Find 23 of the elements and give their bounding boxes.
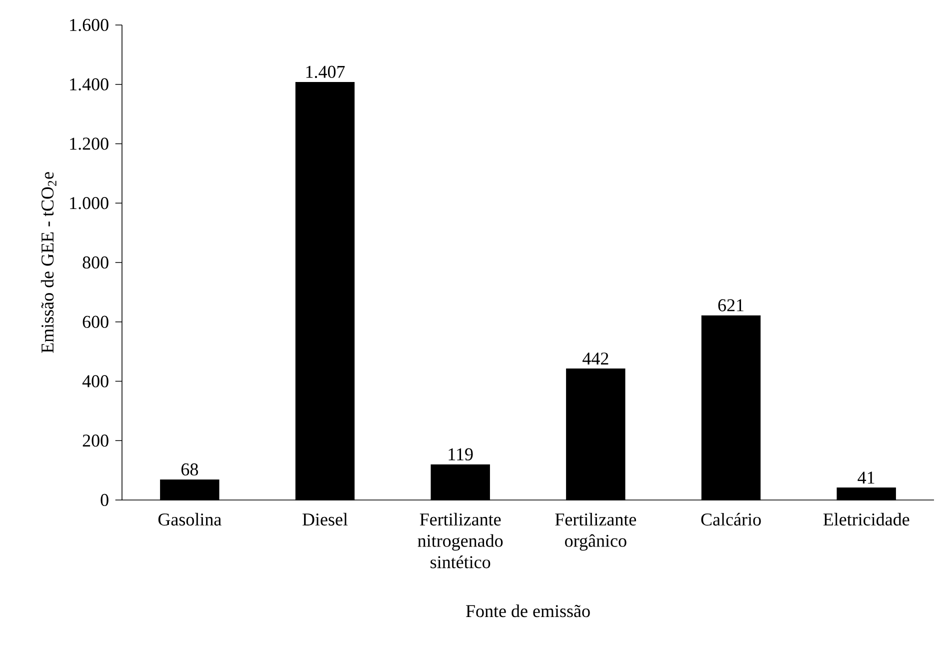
data-label: 1.407 — [306, 66, 345, 78]
y-tick-label: 200 — [82, 434, 108, 447]
y-tick-label: 400 — [82, 375, 108, 388]
y-axis-title: Emissão de GEE - tCO$_{2}$e — [40, 172, 56, 353]
x-tick-label: Diesel — [302, 512, 348, 526]
x-axis-title: Fonte de emissão — [466, 604, 590, 618]
data-label: 41 — [858, 472, 874, 484]
x-tick-label: Fertilizante orgânico — [555, 512, 636, 551]
x-tick-label: Gasolina — [158, 512, 222, 526]
data-label: 119 — [448, 448, 473, 460]
y-tick-label: 800 — [82, 256, 108, 269]
y-tick-label: 600 — [82, 316, 108, 328]
data-label: 442 — [582, 352, 608, 364]
data-label: 68 — [181, 463, 198, 476]
x-tick-label: Fertilizante nitrogenado sintético — [418, 512, 503, 568]
x-tick-label: Eletricidade — [823, 512, 910, 526]
y-tick-label: 1.200 — [70, 138, 108, 150]
y-tick-label: 1.000 — [70, 196, 108, 210]
x-tick-label: Calcário — [701, 512, 761, 526]
y-tick-label: 1.400 — [70, 78, 108, 90]
y-tick-label: 0 — [100, 494, 108, 506]
y-tick-label: 1.600 — [70, 18, 108, 32]
data-label: 621 — [718, 299, 744, 312]
